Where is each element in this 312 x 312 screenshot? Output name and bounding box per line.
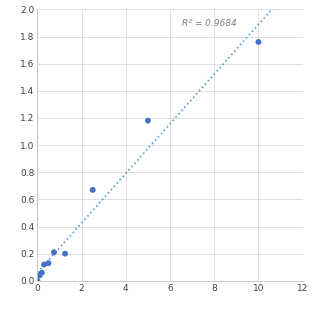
Point	[46, 261, 51, 266]
Point	[39, 270, 44, 275]
Point	[90, 188, 95, 193]
Point	[37, 273, 42, 278]
Point	[63, 251, 68, 256]
Point	[35, 278, 40, 283]
Text: R² = 0.9684: R² = 0.9684	[182, 19, 237, 28]
Point	[41, 262, 46, 267]
Point	[145, 118, 150, 123]
Point	[51, 250, 56, 255]
Point	[256, 39, 261, 44]
